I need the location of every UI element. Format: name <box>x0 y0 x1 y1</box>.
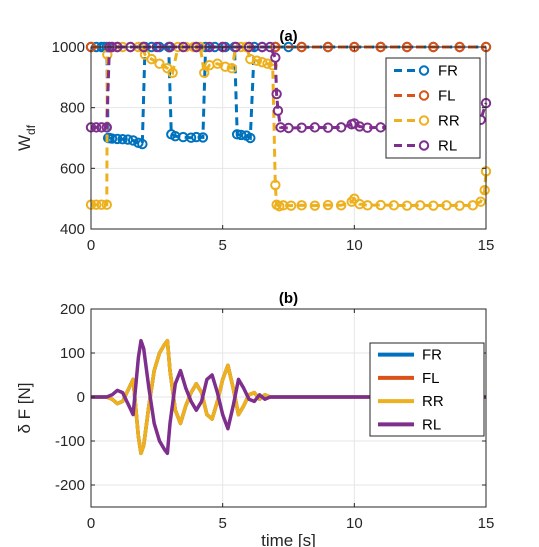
y-tick-label: -100 <box>55 433 85 450</box>
series-marker-fr <box>122 134 134 145</box>
series-group <box>91 338 486 456</box>
series-marker-rr <box>167 67 178 78</box>
y-tick-label: 600 <box>60 160 85 177</box>
legend-label-rr: RR <box>422 393 444 410</box>
series-marker-rr <box>91 199 102 210</box>
series-marker-rr <box>270 179 281 191</box>
series-marker-rr <box>401 200 413 211</box>
series-marker-rr <box>428 200 439 211</box>
chart-title: (b) <box>279 290 298 307</box>
series-marker-rr <box>441 200 452 211</box>
x-tick-label: 10 <box>346 237 363 254</box>
y-tick-label: 200 <box>60 301 85 318</box>
panel-a: 0 5 10 15 400 600 800 1000 (a) Wdf FR FL RR RL <box>15 28 494 254</box>
x-axis-label: time [s] <box>261 531 316 547</box>
legend-box <box>385 57 481 159</box>
series-marker-rr <box>479 184 490 196</box>
series-marker-rr <box>362 200 373 211</box>
series-marker-rr <box>220 61 231 72</box>
series-marker-rl <box>349 118 360 129</box>
x-tick-label: 0 <box>87 515 95 532</box>
legend-label-fr: FR <box>438 63 458 80</box>
series-marker-rr <box>375 199 386 211</box>
series-marker-rr <box>154 58 165 69</box>
series-marker-rl <box>270 52 281 63</box>
chart-title: (a) <box>279 28 297 45</box>
legend-label-rl: RL <box>438 138 457 155</box>
series-marker-fr <box>127 135 139 146</box>
legend: FR FL RR RL <box>369 342 485 437</box>
legend-label-fl: FL <box>422 370 440 387</box>
series-marker-rr <box>349 193 360 204</box>
series-marker-rr <box>309 200 321 211</box>
x-tick-label: 5 <box>218 515 226 532</box>
series-marker-fr <box>112 133 123 145</box>
series-marker-rl <box>271 88 282 100</box>
series-marker-rr <box>285 200 297 211</box>
legend-label-fl: FL <box>438 88 456 105</box>
series-marker-rr <box>414 200 426 211</box>
series-marker-rr <box>199 67 210 78</box>
series-marker-fr <box>191 131 202 143</box>
series-marker-rr <box>322 199 334 211</box>
series-marker-rl <box>96 122 107 133</box>
legend-label-rr: RR <box>438 113 460 130</box>
y-tick-label: 400 <box>60 221 85 238</box>
series-marker-rr <box>146 53 157 65</box>
series-marker-rr <box>226 63 238 74</box>
series-line-rl <box>91 338 486 456</box>
y-axis-label: Wdf <box>15 124 38 151</box>
y-tick-label: -200 <box>55 477 85 494</box>
series-marker-rl <box>272 105 284 116</box>
series-marker-rr <box>245 53 256 65</box>
x-tick-label: 10 <box>346 515 363 532</box>
y-tick-label: 100 <box>60 345 85 362</box>
series-marker-rl <box>309 122 321 133</box>
series-marker-rr <box>296 200 307 211</box>
legend-marker-rr <box>418 115 430 126</box>
axes-box <box>90 46 487 230</box>
series-marker-rl <box>375 122 386 133</box>
y-tick-label: 1000 <box>52 39 85 56</box>
legend-label-rl: RL <box>422 416 441 433</box>
series-marker-rr <box>475 196 486 207</box>
series-marker-fr <box>137 138 148 150</box>
series-marker-rl <box>101 122 113 133</box>
series-marker-rl <box>335 122 347 133</box>
series-marker-rr <box>454 200 465 211</box>
series-marker-fr <box>245 132 256 144</box>
legend-label-fr: FR <box>422 347 442 364</box>
series-marker-rl <box>296 122 307 133</box>
series-marker-fr <box>235 129 247 141</box>
legend-box <box>369 342 485 437</box>
x-tick-label: 5 <box>218 237 226 254</box>
series-marker-rl <box>362 122 373 133</box>
legend-marker-fr <box>418 65 430 76</box>
series-marker-rr <box>101 199 113 210</box>
y-tick-label: 800 <box>60 100 85 117</box>
y-tick-label: 0 <box>77 389 85 406</box>
series-marker-rl <box>322 122 334 133</box>
panel-b: 0 5 10 15 -200 -100 0 100 200 (b) δ F [N] time [s] F… <box>15 290 494 547</box>
x-tick-label: 15 <box>478 237 495 254</box>
y-axis-label: δ F [N] <box>15 382 34 433</box>
series-marker-rr <box>388 200 400 211</box>
series-marker-fr <box>117 134 128 145</box>
series-marker-rr <box>335 200 347 211</box>
legend-marker-rl <box>418 140 430 151</box>
axes-box <box>90 308 487 508</box>
series-marker-rl <box>91 122 102 133</box>
x-tick-label: 15 <box>478 515 495 532</box>
series-marker-rr <box>256 56 268 68</box>
legend: FR FL RR RL <box>385 57 481 159</box>
series-marker-rr <box>251 55 263 66</box>
series-marker-rr <box>96 199 107 210</box>
legend-marker-fl <box>418 90 430 101</box>
series-marker-fr <box>185 132 197 143</box>
series-marker-fr <box>197 132 209 143</box>
x-tick-label: 0 <box>87 237 95 254</box>
series-marker-rr <box>262 58 273 69</box>
series-marker-rl <box>283 122 294 134</box>
